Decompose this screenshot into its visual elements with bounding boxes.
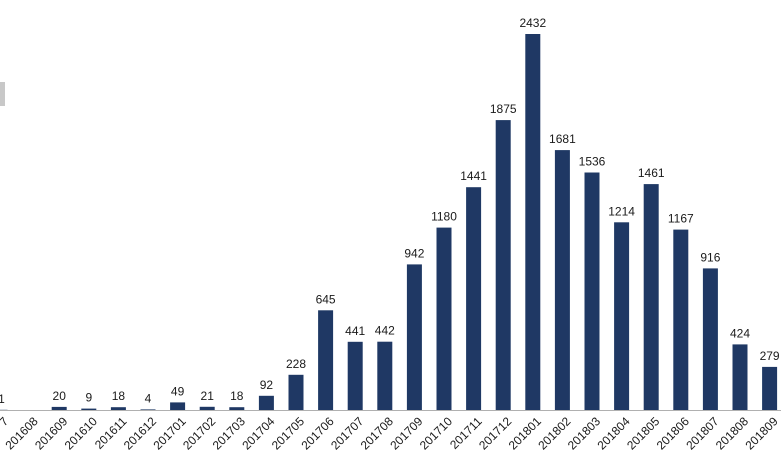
data-label-201704: 92 xyxy=(260,378,274,392)
data-label-201804: 1214 xyxy=(608,204,635,218)
data-label-201611: 18 xyxy=(112,389,126,403)
data-label-201803: 1536 xyxy=(579,155,606,169)
bar-201706 xyxy=(318,310,334,410)
bar-201609 xyxy=(51,406,67,410)
bar-201807 xyxy=(702,268,718,410)
data-label-201706: 645 xyxy=(316,292,336,306)
data-label-201607: 1 xyxy=(0,392,5,406)
bar-201703 xyxy=(229,407,245,410)
bar-201805 xyxy=(643,184,659,410)
data-label-201808: 424 xyxy=(730,326,750,340)
bar-201803 xyxy=(584,172,600,410)
data-label-201702: 21 xyxy=(201,389,215,403)
bar-201701 xyxy=(170,402,186,410)
data-labels-group: 1 20 9 18 4 49 21 18 92 228 645 441 442 942 1180 1441 18… xyxy=(0,16,780,406)
bar-201612 xyxy=(140,409,156,410)
data-label-201612: 4 xyxy=(145,391,152,405)
bar-201707 xyxy=(347,341,363,410)
data-label-201709: 942 xyxy=(404,246,424,260)
data-label-201807: 916 xyxy=(700,250,720,264)
data-label-201703: 18 xyxy=(230,389,244,403)
bar-201702 xyxy=(199,406,215,410)
data-label-201711: 1441 xyxy=(460,169,487,183)
bar-201809 xyxy=(762,366,778,410)
bar-201804 xyxy=(614,222,630,410)
data-label-201707: 441 xyxy=(345,324,365,338)
x-tick-labels-group: 7201608201609201610201611201612201701201… xyxy=(0,414,781,452)
bar-201708 xyxy=(377,341,393,410)
bar-201802 xyxy=(554,150,570,410)
bar-201709 xyxy=(406,264,422,410)
data-label-201802: 1681 xyxy=(549,132,576,146)
data-label-201801: 2432 xyxy=(519,16,546,30)
bar-201806 xyxy=(673,229,689,410)
data-label-201809: 279 xyxy=(760,349,780,363)
data-label-201710: 1180 xyxy=(431,210,457,224)
bar-201711 xyxy=(466,187,482,410)
bar-201704 xyxy=(258,395,274,410)
data-label-201609: 20 xyxy=(53,389,67,403)
bar-201801 xyxy=(525,34,541,410)
data-label-201805: 1461 xyxy=(638,166,665,180)
bar-201610 xyxy=(81,408,97,410)
data-label-201610: 9 xyxy=(85,391,92,405)
data-label-201712: 1875 xyxy=(490,102,517,116)
x-tick-201809: 201809 xyxy=(743,414,781,452)
data-label-201708: 442 xyxy=(375,324,395,338)
data-label-201705: 228 xyxy=(286,357,306,371)
bar-201808 xyxy=(732,344,748,410)
bars-group xyxy=(0,34,778,411)
data-label-201701: 49 xyxy=(171,384,185,398)
x-tick-201610: 201610 xyxy=(62,414,100,452)
bar-201611 xyxy=(110,407,126,410)
bar-201705 xyxy=(288,374,304,411)
bar-201712 xyxy=(495,120,511,410)
x-tick-201710: 201710 xyxy=(417,414,455,452)
bar-201710 xyxy=(436,227,452,410)
x-tick-201607: 7 xyxy=(0,414,11,429)
data-label-201806: 1167 xyxy=(668,212,694,226)
legend-swatch xyxy=(0,82,5,106)
